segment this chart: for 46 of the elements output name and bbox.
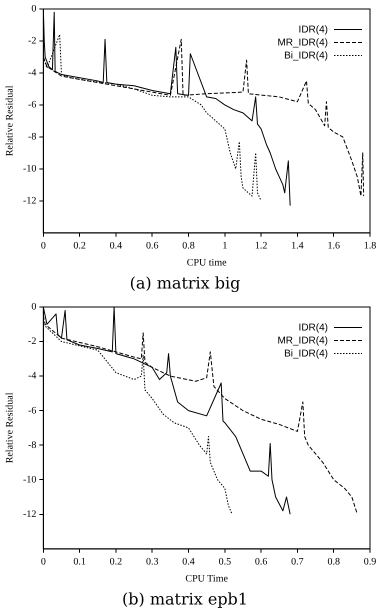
y-tick-label: -10 [22,474,36,486]
y-tick-label: -12 [22,195,36,206]
x-tick-label: 0.1 [73,556,86,568]
y-tick-label: -6 [28,100,36,111]
y-axis-title: Relative Residual [4,392,16,464]
x-tick-label: 0.7 [291,556,304,568]
x-tick-label: 0.8 [182,240,195,252]
x-tick-label: 0.8 [327,556,340,568]
legend-label: IDR(4) [298,24,328,36]
y-axis-title: Relative Residual [4,85,16,156]
y-tick-label: -8 [28,132,36,143]
x-tick-label: 0.3 [146,556,158,568]
x-tick-label: 0.6 [254,556,268,568]
text: (a) matrix big [130,274,240,293]
y-tick-label: 0 [31,302,36,313]
y-tick-label: -4 [28,68,36,79]
x-tick-label: 0.6 [146,240,158,252]
x-tick-label: 0.2 [73,240,86,252]
x-tick-label: 1.6 [327,240,340,252]
x-axis-title: CPU time [186,257,228,268]
legend-label: MR_IDR(4) [277,335,328,346]
y-tick-label: -6 [28,405,36,416]
x-tick-label: 0.9 [364,556,376,568]
y-tick-label: -8 [28,440,36,451]
x-tick-label: 1 [222,240,228,252]
y-tick-label: -2 [28,36,36,47]
text: (b) matrix epb1 [122,590,248,609]
x-tick-label: 1.4 [291,240,304,252]
y-tick-label: -4 [28,370,36,382]
x-tick-label: 1.8 [364,240,376,252]
x-tick-label: 0.5 [218,556,232,568]
y-tick-label: -12 [22,508,36,520]
x-tick-label: 0.4 [110,240,122,252]
legend-label: Bi_IDR(4) [284,348,328,360]
legend-label: IDR(4) [298,322,328,334]
x-tick-label: 1.2 [254,240,268,252]
y-tick-label: 0 [31,4,36,15]
y-tick-label: -2 [28,336,36,348]
legend-label: MR_IDR(4) [277,37,328,48]
x-tick-label: 0.2 [110,556,122,568]
x-tick-label: 0 [40,240,46,252]
x-axis-title: CPU Time [185,573,228,584]
x-tick-label: 0.4 [182,556,195,568]
legend-label: Bi_IDR(4) [284,50,328,62]
x-tick-label: 0 [40,556,46,568]
y-tick-label: -10 [22,163,36,174]
